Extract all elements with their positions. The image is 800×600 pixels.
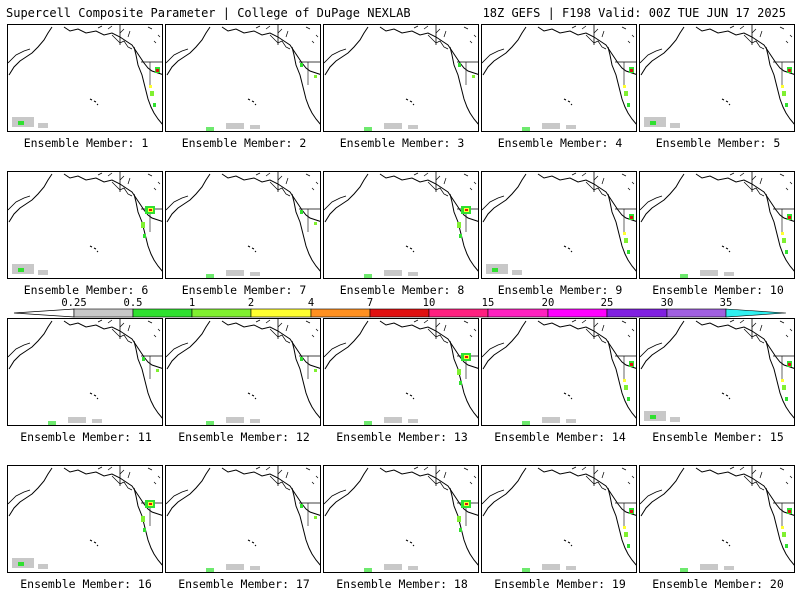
ensemble-member-map xyxy=(639,171,795,279)
colorbar-bin xyxy=(606,308,668,318)
ensemble-member-label: Ensemble Member: 13 xyxy=(336,430,468,444)
colorbar-bin xyxy=(666,308,727,318)
ensemble-member-panel: Ensemble Member: 12 xyxy=(165,318,321,448)
ensemble-member-map xyxy=(7,171,163,279)
ensemble-member-label: Ensemble Member: 3 xyxy=(339,136,465,150)
ensemble-member-panel: Ensemble Member: 5 xyxy=(639,24,795,154)
ensemble-member-label: Ensemble Member: 20 xyxy=(652,577,784,591)
colorbar-bin xyxy=(73,308,134,318)
colorbar-tick-label: 0.5 xyxy=(123,297,143,309)
ensemble-member-map xyxy=(165,24,321,132)
ensemble-member-map xyxy=(7,465,163,573)
ensemble-member-label: Ensemble Member: 12 xyxy=(178,430,310,444)
ensemble-member-panel: Ensemble Member: 14 xyxy=(481,318,637,448)
ensemble-member-panel: Ensemble Member: 15 xyxy=(639,318,795,448)
ensemble-member-panel: Ensemble Member: 13 xyxy=(323,318,479,448)
ensemble-member-map xyxy=(481,24,637,132)
ensemble-member-panel: Ensemble Member: 3 xyxy=(323,24,479,154)
colorbar-bin xyxy=(428,308,489,318)
ensemble-member-label: Ensemble Member: 8 xyxy=(339,283,465,297)
ensemble-member-map xyxy=(7,318,163,426)
colorbar-under-triangle xyxy=(13,308,75,318)
colorbar-tick-label: 7 xyxy=(366,297,374,309)
run-valid-time: 18Z GEFS | F198 Valid: 00Z TUE JUN 17 20… xyxy=(482,6,786,20)
colorbar-bin xyxy=(132,308,193,318)
ensemble-member-map xyxy=(165,465,321,573)
ensemble-member-panel: Ensemble Member: 6 xyxy=(7,171,163,301)
colorbar-bin xyxy=(487,308,549,318)
ensemble-member-panel: Ensemble Member: 17 xyxy=(165,465,321,595)
colorbar-bin xyxy=(250,308,312,318)
ensemble-member-panel: Ensemble Member: 19 xyxy=(481,465,637,595)
ensemble-member-map xyxy=(481,318,637,426)
ensemble-member-label: Ensemble Member: 5 xyxy=(655,136,781,150)
ensemble-member-panel: Ensemble Member: 8 xyxy=(323,171,479,301)
ensemble-member-label: Ensemble Member: 10 xyxy=(652,283,784,297)
colorbar-tick-label: 30 xyxy=(660,297,674,309)
ensemble-member-label: Ensemble Member: 6 xyxy=(23,283,149,297)
ensemble-member-map xyxy=(165,171,321,279)
ensemble-member-panel: Ensemble Member: 1 xyxy=(7,24,163,154)
ensemble-member-map xyxy=(7,24,163,132)
ensemble-member-label: Ensemble Member: 15 xyxy=(652,430,784,444)
ensemble-member-label: Ensemble Member: 4 xyxy=(497,136,623,150)
ensemble-member-panel: Ensemble Member: 10 xyxy=(639,171,795,301)
ensemble-member-label: Ensemble Member: 9 xyxy=(497,283,623,297)
colorbar-bin xyxy=(369,308,430,318)
ensemble-member-panel: Ensemble Member: 11 xyxy=(7,318,163,448)
ensemble-member-map xyxy=(323,465,479,573)
colorbar-bin xyxy=(310,308,371,318)
ensemble-member-map xyxy=(639,318,795,426)
ensemble-member-map xyxy=(323,24,479,132)
ensemble-member-panel: Ensemble Member: 7 xyxy=(165,171,321,301)
ensemble-member-label: Ensemble Member: 19 xyxy=(494,577,626,591)
colorbar-tick-label: 25 xyxy=(600,297,614,309)
ensemble-member-map xyxy=(481,171,637,279)
chart-title: Supercell Composite Parameter | College … xyxy=(6,6,411,20)
color-legend-bar xyxy=(13,308,787,318)
colorbar-tick-label: 15 xyxy=(481,297,495,309)
colorbar-bin xyxy=(547,308,608,318)
colorbar-tick-label: 4 xyxy=(307,297,315,309)
color-legend: 0.25 0.5 1 2 4 7 10 15 20 25 30 35 xyxy=(0,296,800,320)
ensemble-member-label: Ensemble Member: 14 xyxy=(494,430,626,444)
colorbar-tick-label: 10 xyxy=(422,297,436,309)
ensemble-member-map xyxy=(323,318,479,426)
colorbar-bin xyxy=(725,308,787,318)
ensemble-member-panel: Ensemble Member: 2 xyxy=(165,24,321,154)
ensemble-member-map xyxy=(323,171,479,279)
colorbar-tick-label: 35 xyxy=(719,297,733,309)
ensemble-member-panel: Ensemble Member: 4 xyxy=(481,24,637,154)
colorbar-tick-label: 2 xyxy=(247,297,255,309)
ensemble-member-panel: Ensemble Member: 16 xyxy=(7,465,163,595)
ensemble-member-map xyxy=(639,465,795,573)
ensemble-member-map xyxy=(165,318,321,426)
ensemble-member-panel: Ensemble Member: 9 xyxy=(481,171,637,301)
ensemble-member-label: Ensemble Member: 7 xyxy=(181,283,307,297)
ensemble-member-panel: Ensemble Member: 20 xyxy=(639,465,795,595)
ensemble-member-label: Ensemble Member: 2 xyxy=(181,136,307,150)
ensemble-member-map xyxy=(481,465,637,573)
ensemble-member-map xyxy=(639,24,795,132)
colorbar-bin xyxy=(191,308,252,318)
ensemble-member-panel: Ensemble Member: 18 xyxy=(323,465,479,595)
ensemble-member-label: Ensemble Member: 18 xyxy=(336,577,468,591)
colorbar-tick-label: 0.25 xyxy=(61,297,87,309)
ensemble-member-label: Ensemble Member: 11 xyxy=(20,430,152,444)
colorbar-tick-label: 1 xyxy=(188,297,196,309)
ensemble-member-label: Ensemble Member: 17 xyxy=(178,577,310,591)
ensemble-member-label: Ensemble Member: 16 xyxy=(20,577,152,591)
colorbar-tick-label: 20 xyxy=(541,297,555,309)
ensemble-member-label: Ensemble Member: 1 xyxy=(23,136,149,150)
